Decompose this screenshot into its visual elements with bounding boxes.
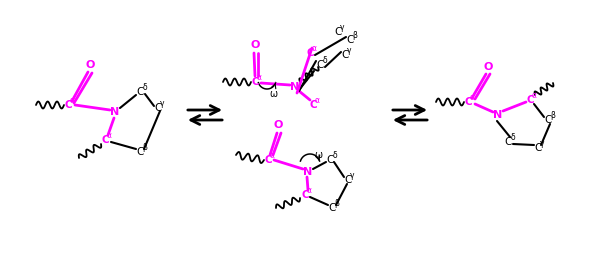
Text: C: C: [341, 50, 349, 60]
Text: C: C: [326, 155, 334, 165]
Text: ω: ω: [269, 89, 277, 99]
Text: α: α: [70, 96, 75, 105]
Text: C: C: [101, 135, 109, 145]
Text: N: N: [493, 110, 503, 120]
Text: C: C: [155, 103, 162, 113]
Text: C: C: [316, 60, 324, 70]
Text: C: C: [346, 35, 353, 45]
Text: γ: γ: [348, 46, 352, 55]
Text: α: α: [307, 186, 312, 195]
Text: O: O: [273, 120, 283, 130]
Text: N: N: [290, 82, 300, 92]
Text: O: O: [250, 40, 260, 50]
Text: O: O: [86, 60, 94, 70]
Text: γ: γ: [540, 139, 545, 148]
Text: β: β: [550, 111, 555, 120]
Text: α: α: [312, 44, 317, 53]
Text: ω: ω: [314, 150, 322, 160]
Text: γ: γ: [340, 23, 345, 32]
Text: C: C: [136, 87, 144, 97]
Text: α: α: [107, 131, 112, 140]
Text: δ: δ: [332, 151, 337, 160]
Text: δ: δ: [510, 133, 515, 142]
Text: α: α: [270, 151, 275, 160]
Text: δ: δ: [142, 83, 147, 92]
Text: C: C: [328, 203, 336, 213]
Text: N: N: [303, 167, 313, 177]
Text: C: C: [309, 100, 317, 110]
Text: C: C: [306, 48, 314, 58]
Text: C: C: [251, 77, 259, 87]
Text: C: C: [301, 190, 309, 200]
Text: α: α: [532, 91, 537, 100]
Text: C: C: [264, 155, 272, 165]
Text: C: C: [345, 175, 352, 185]
Text: C: C: [335, 27, 342, 37]
Text: β: β: [334, 199, 339, 208]
Text: C: C: [136, 147, 144, 157]
Text: α: α: [470, 93, 475, 102]
Text: C: C: [545, 115, 552, 125]
Text: C: C: [504, 137, 512, 147]
Text: C: C: [464, 97, 472, 107]
Text: γ: γ: [160, 99, 165, 108]
Text: C: C: [535, 143, 542, 153]
Text: γ: γ: [350, 171, 355, 180]
Text: β: β: [352, 31, 357, 40]
Text: α: α: [257, 73, 262, 82]
Text: δ: δ: [322, 56, 327, 65]
Text: α: α: [315, 96, 320, 105]
Text: N: N: [110, 107, 120, 117]
Text: β: β: [142, 143, 147, 152]
Text: C: C: [526, 95, 534, 105]
Text: O: O: [483, 62, 493, 72]
Text: C: C: [64, 100, 72, 110]
